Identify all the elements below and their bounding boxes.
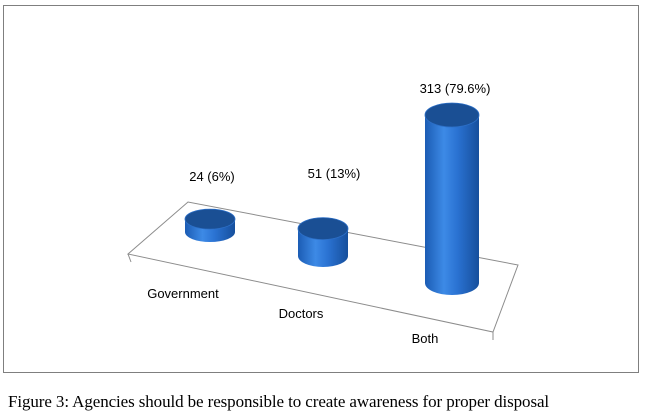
data-label: 24 (6%) (189, 169, 235, 184)
chart-frame (3, 5, 639, 373)
data-label: 313 (79.6%) (420, 81, 491, 96)
floor-edge-tick (127, 253, 132, 263)
labels-group: 24 (6%) Government 51 (13%) Doctors 313 (79.… (147, 81, 490, 346)
category-label: Doctors (279, 306, 324, 321)
category-label: Both (412, 331, 439, 346)
bar-body (425, 115, 479, 295)
floor-plane (126, 201, 519, 333)
bar-both (424, 102, 480, 295)
figure-caption: Figure 3: Agencies should be responsible… (8, 392, 550, 411)
bar-top-cap (184, 208, 236, 230)
bar-top-cap (424, 102, 480, 128)
bar-top-cap (297, 217, 349, 241)
data-label: 51 (13%) (308, 166, 361, 181)
chart-floor (126, 201, 519, 340)
bar-government (184, 208, 236, 242)
category-label: Government (147, 286, 219, 301)
bar-body (185, 219, 235, 242)
bar-doctors (297, 217, 349, 267)
bars-group (184, 102, 480, 295)
